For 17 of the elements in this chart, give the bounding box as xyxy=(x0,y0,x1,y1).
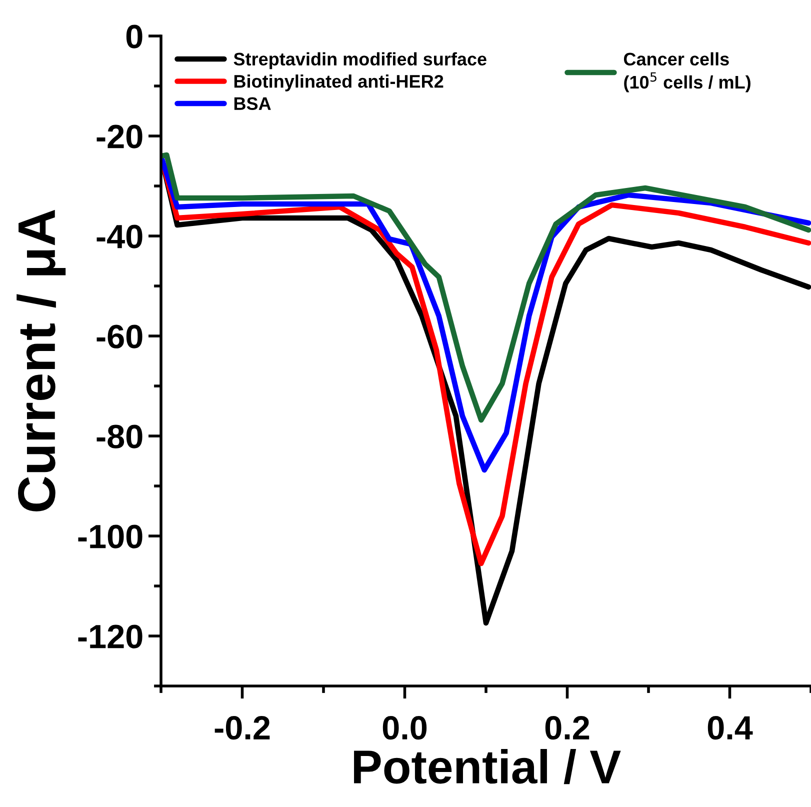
legend-label: BSA xyxy=(234,97,271,110)
legend-label: Streptavidin modified surface xyxy=(234,52,486,70)
y-tick-label: -60 xyxy=(96,324,142,348)
y-axis-title: Current / μA xyxy=(16,210,66,512)
x-axis-title: Potential / V xyxy=(354,749,621,784)
x-tick-label: 0.0 xyxy=(382,716,427,740)
x-tick-label: -0.2 xyxy=(214,716,270,740)
y-tick-label: -80 xyxy=(96,424,142,448)
y-tick-label: -100 xyxy=(78,524,142,548)
y-tick-label: 0 xyxy=(126,24,142,48)
y-tick-label: -40 xyxy=(96,224,142,248)
legend-label: Cancer cells (10$^{5}$ cells / mL) xyxy=(624,52,750,92)
legend-label: Biotinylinated anti-HER2 xyxy=(234,74,444,92)
y-tick-label: -120 xyxy=(78,624,142,648)
y-tick-label: -20 xyxy=(96,124,142,148)
x-tick-label: 0.2 xyxy=(545,716,590,740)
x-tick-label: 0.4 xyxy=(708,716,753,740)
